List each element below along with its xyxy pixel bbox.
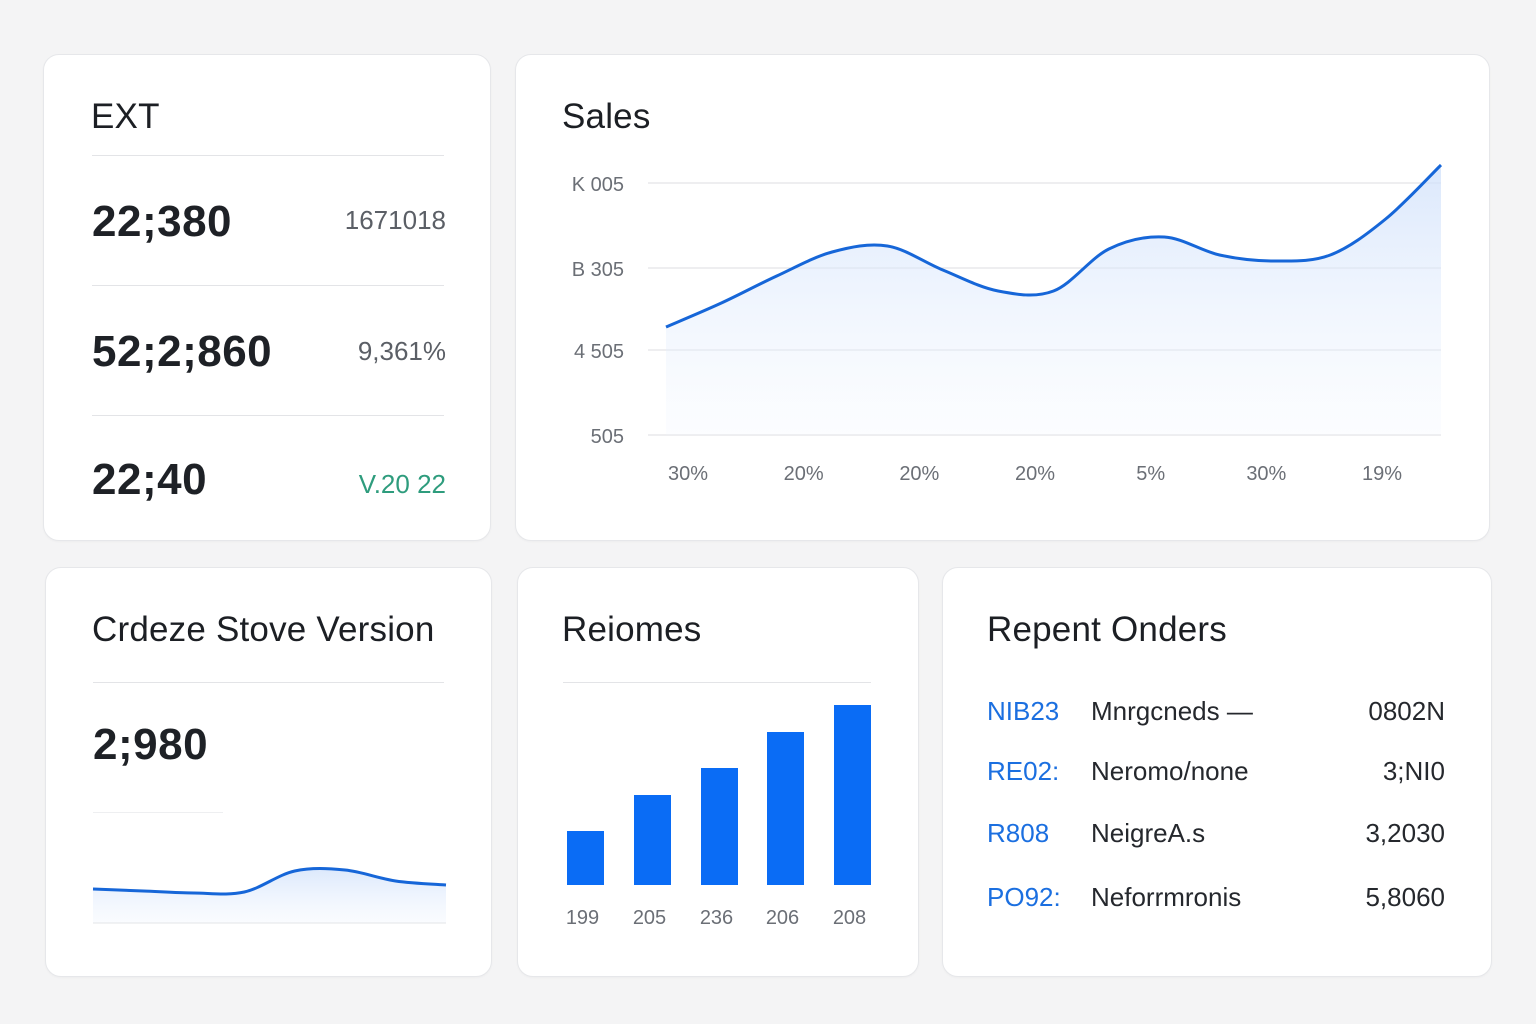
order-row[interactable]: PO92: Neforrmronis 5,8060: [987, 882, 1445, 918]
x-tick-label: 206: [766, 907, 799, 929]
x-tick-label: 205: [633, 907, 666, 929]
recent-orders-card: Repent Onders NIB23 Mnrgcneds — 0802N RE…: [942, 567, 1492, 977]
divider: [92, 285, 444, 286]
order-customer: NeigreA.s: [1091, 818, 1206, 848]
order-row[interactable]: RE02: Neromo/none 3;NI0: [987, 756, 1445, 792]
kpi-delta-2: 9,361%: [357, 336, 446, 366]
store-card-title: Crdeze Stove Version: [92, 610, 435, 649]
order-amount: 3;NI0: [1382, 756, 1445, 786]
kpi-value-2: 52;2;860: [92, 327, 273, 376]
divider: [92, 415, 444, 416]
order-customer: Mnrgcneds —: [1091, 696, 1253, 726]
bar[interactable]: [701, 768, 738, 885]
divider: [92, 155, 444, 156]
order-customer: Neforrmronis: [1091, 882, 1242, 912]
order-amount: 0802N: [1368, 696, 1445, 726]
divider: [93, 682, 444, 683]
bar[interactable]: [634, 795, 671, 885]
x-tick-label: 20%: [784, 463, 824, 485]
kpi-value-1: 22;380: [92, 197, 233, 246]
sales-card-title: Sales: [562, 97, 651, 136]
ext-card-title: EXT: [91, 97, 160, 136]
sales-chart-card: Sales K 005 B 305 4 505 505 30% 20% 20% 20% 5% 30…: [515, 54, 1490, 541]
store-value: 2;980: [93, 720, 209, 769]
bar[interactable]: [834, 705, 871, 885]
sales-series-line: [665, 163, 1443, 329]
bar[interactable]: [567, 831, 604, 885]
x-tick-label: 19%: [1362, 463, 1402, 485]
store-version-card: Crdeze Stove Version 2;980: [45, 567, 492, 977]
order-amount: 5,8060: [1365, 882, 1445, 912]
orders-card-title: Repent Onders: [987, 610, 1227, 649]
sparkline-line: [92, 867, 447, 896]
x-tick-label: 236: [700, 907, 733, 929]
x-tick-label: 5%: [1136, 463, 1165, 485]
order-row[interactable]: NIB23 Mnrgcneds — 0802N: [987, 696, 1445, 732]
sparkline-area: [93, 868, 446, 923]
sales-line-chart: K 005 B 305 4 505 505 30% 20% 20% 20% 5% 30% 19%: [572, 163, 1443, 485]
store-sparkline: [92, 867, 447, 924]
x-tick-label: 30%: [668, 463, 708, 485]
x-tick-label: 20%: [899, 463, 939, 485]
x-tick-label: 20%: [1015, 463, 1055, 485]
y-tick-label: B 305: [572, 259, 624, 281]
bar-chart: 199 205 236 206 208: [566, 705, 871, 929]
order-amount: 3,2030: [1365, 818, 1445, 848]
order-row[interactable]: R808 NeigreA.s 3,2030: [987, 818, 1445, 854]
order-id[interactable]: PO92:: [987, 882, 1061, 912]
order-customer: Neromo/none: [1091, 756, 1249, 786]
y-tick-label: K 005: [572, 174, 624, 196]
bars-card-title: Reiomes: [562, 610, 702, 649]
ext-kpi-card: EXT 22;380 1671018 52;2;860 9,361% 22;40…: [43, 54, 491, 541]
x-tick-label: 199: [566, 907, 599, 929]
y-tick-label: 4 505: [574, 341, 624, 363]
sales-area: [666, 165, 1441, 435]
order-id[interactable]: NIB23: [987, 696, 1060, 726]
order-id[interactable]: R808: [987, 818, 1050, 848]
x-tick-label: 208: [833, 907, 866, 929]
kpi-delta-3: V.20 22: [358, 469, 446, 499]
divider: [93, 812, 223, 813]
y-tick-label: 505: [591, 426, 624, 448]
order-id[interactable]: RE02:: [987, 756, 1060, 786]
x-tick-label: 30%: [1246, 463, 1286, 485]
kpi-delta-1: 1671018: [344, 205, 446, 235]
kpi-value-3: 22;40: [92, 455, 208, 504]
revenue-bars-card: Reiomes 199 205 236 206 208: [517, 567, 919, 977]
bar[interactable]: [767, 732, 804, 885]
divider: [563, 682, 871, 683]
